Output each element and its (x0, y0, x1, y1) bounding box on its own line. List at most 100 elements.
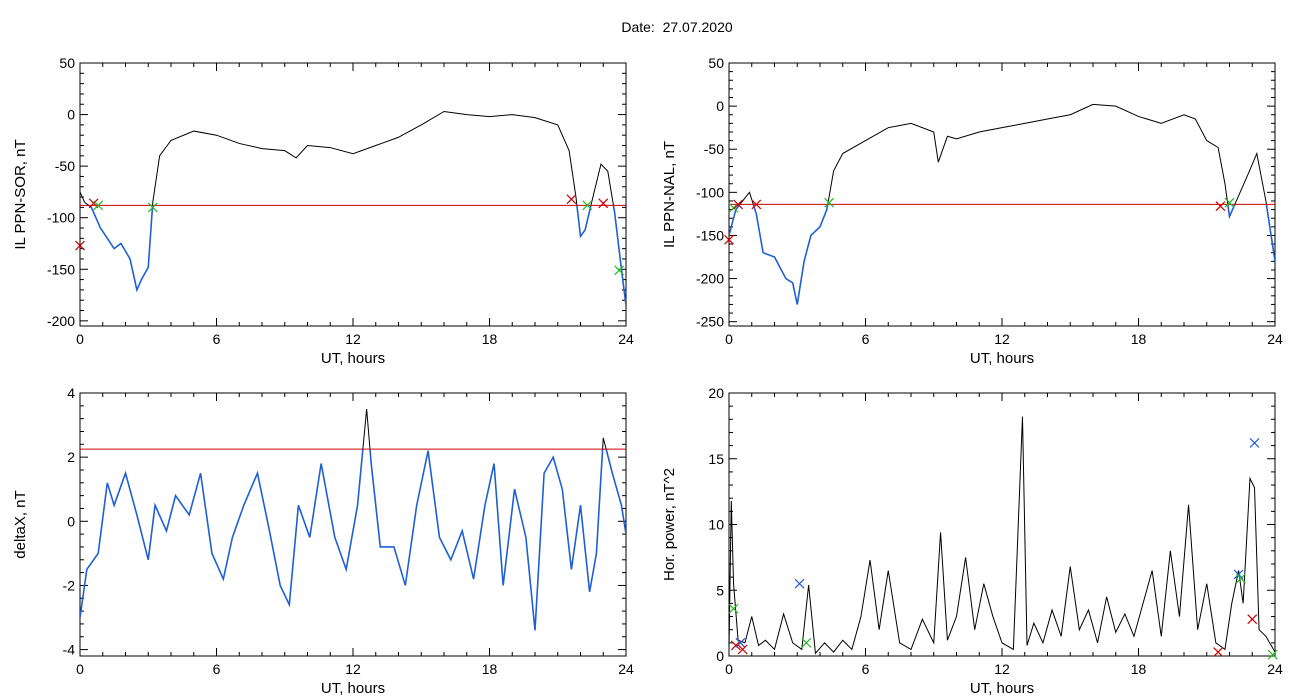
marker-x (801, 637, 812, 648)
y-tick-label: -150 (696, 227, 724, 243)
marker-stroke (801, 637, 812, 648)
x-tick-label: 18 (1131, 331, 1147, 347)
x-tick-label: 24 (618, 661, 634, 677)
marker-stroke (1267, 649, 1278, 660)
series-line (602, 437, 607, 450)
marker-stroke (1249, 438, 1260, 448)
plot-frame (79, 62, 627, 327)
marker-stroke (730, 640, 741, 651)
marker-stroke (728, 202, 739, 213)
y-axis-label: IL PPN-NAL, nT (661, 141, 678, 248)
marker-stroke (1224, 197, 1235, 208)
panel-ppn-nal: 0 6 12 18 24 -250 -200 -150 -100 -50 0 50 UT, hours I… (661, 55, 1283, 367)
marker-x (75, 240, 85, 251)
marker-x (724, 234, 734, 245)
marker-stroke (737, 644, 748, 655)
marker-x (1249, 438, 1260, 448)
x-tick-label: 6 (213, 661, 221, 677)
x-tick-label: 0 (725, 661, 733, 677)
y-tick-label: -200 (696, 271, 724, 287)
series-line (590, 163, 614, 206)
plot-frame (728, 62, 1276, 327)
x-tick-label: 0 (725, 331, 733, 347)
marker-stroke (728, 603, 739, 614)
date-title: Date: 27.07.2020 (621, 19, 733, 35)
y-tick-label: -150 (47, 261, 75, 277)
marker-x (794, 578, 805, 589)
x-tick-label: 12 (994, 661, 1010, 677)
plot-area (729, 416, 1275, 655)
x-tick-label: 12 (345, 661, 361, 677)
marker-x (1215, 201, 1226, 212)
plot-area (80, 408, 626, 631)
series-line (729, 416, 1275, 655)
marker-stroke (582, 200, 593, 211)
marker-stroke (1215, 201, 1226, 212)
y-tick-label: -100 (47, 210, 75, 226)
marker-x (730, 640, 741, 651)
y-tick-label: 10 (708, 517, 724, 533)
y-tick-label: -200 (47, 313, 75, 329)
marker-stroke (735, 637, 746, 648)
y-axis-label: Hor. power, nT^2 (661, 468, 678, 581)
marker-x (1213, 647, 1224, 657)
marker-x (614, 265, 625, 276)
y-tick-label: 0 (716, 98, 724, 114)
marker-stroke (733, 199, 744, 210)
plot-area (729, 103, 1275, 305)
x-tick-label: 6 (213, 331, 221, 347)
series-line-below-threshold (576, 205, 592, 239)
marker-stroke (751, 199, 762, 210)
marker-stroke (1233, 569, 1244, 580)
y-tick-label: -250 (696, 314, 724, 330)
marker-x (147, 202, 158, 213)
x-tick-label: 6 (862, 331, 870, 347)
x-tick-label: 0 (76, 331, 84, 347)
x-tick-label: 18 (1131, 661, 1147, 677)
y-tick-label: 20 (708, 385, 724, 401)
x-tick-label: 24 (1267, 661, 1283, 677)
marker-x (733, 199, 744, 210)
x-tick-label: 24 (618, 331, 634, 347)
x-tick-label: 6 (862, 661, 870, 677)
marker-x (737, 644, 748, 655)
marker-stroke (147, 202, 158, 213)
series-line-below-threshold (612, 205, 626, 306)
marker-stroke (1235, 573, 1246, 584)
y-tick-label: -4 (63, 642, 76, 658)
x-tick-label: 18 (482, 331, 498, 347)
marker-x (93, 200, 104, 211)
plot-frame (728, 392, 1276, 657)
panel-hor-power: 0 6 12 18 24 0 5 10 15 20 UT, hours Hor. power, nT^… (661, 385, 1283, 697)
series-line (739, 191, 754, 205)
marker-x (1247, 614, 1258, 625)
marker-stroke (824, 197, 835, 208)
y-tick-label: -50 (55, 158, 75, 174)
y-tick-label: 0 (67, 513, 75, 529)
series-line-below-threshold (1265, 204, 1275, 262)
y-tick-label: 50 (59, 55, 75, 71)
plot-area (80, 110, 626, 306)
marker-x (582, 200, 593, 211)
marker-stroke (724, 234, 734, 245)
marker-stroke (93, 200, 104, 211)
x-axis-label: UT, hours (970, 680, 1034, 697)
series-line-below-threshold (369, 449, 604, 631)
x-tick-label: 12 (994, 331, 1010, 347)
marker-stroke (614, 265, 625, 276)
x-axis-label: UT, hours (321, 680, 385, 697)
marker-stroke (75, 240, 85, 251)
marker-stroke (566, 194, 577, 205)
y-tick-label: 2 (67, 449, 75, 465)
y-tick-label: 15 (708, 451, 724, 467)
marker-x (751, 199, 762, 210)
marker-x (735, 637, 746, 648)
series-line-below-threshold (605, 448, 626, 535)
panel-ppn-sor: 0 6 12 18 24 -200 -150 -100 -50 0 50 UT, hours IL PP… (12, 55, 634, 367)
series-line-below-threshold (1227, 204, 1236, 220)
y-axis-label: IL PPN-SOR, nT (12, 139, 29, 249)
series-line-below-threshold (752, 204, 829, 305)
y-axis-label: deltaX, nT (12, 490, 29, 558)
y-tick-label: -2 (63, 577, 76, 593)
series-line (1234, 151, 1267, 205)
